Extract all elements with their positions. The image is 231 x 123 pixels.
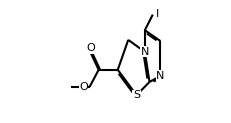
- Text: S: S: [133, 90, 140, 100]
- Text: O: O: [79, 82, 88, 92]
- Text: I: I: [156, 9, 159, 19]
- Text: O: O: [86, 43, 95, 53]
- Text: N: N: [141, 47, 149, 57]
- Text: N: N: [156, 71, 165, 81]
